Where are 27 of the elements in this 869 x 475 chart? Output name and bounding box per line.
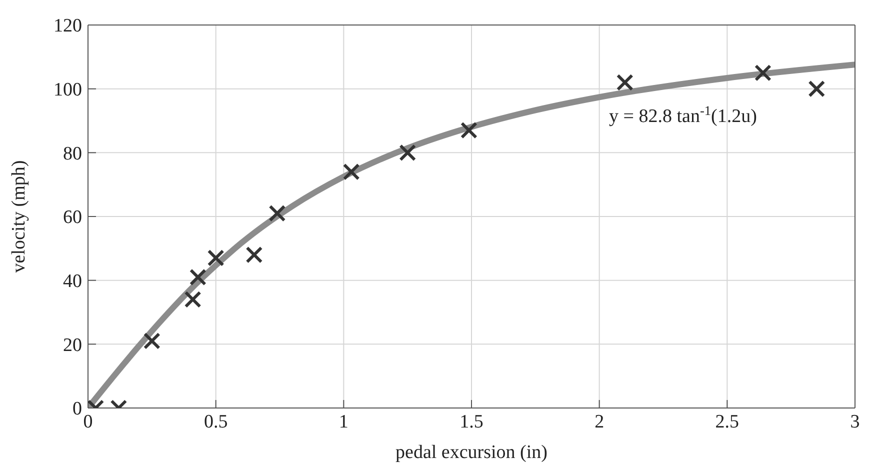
point [399, 144, 416, 162]
point [808, 80, 826, 98]
x-axis-title: pedal excursion (in) [396, 442, 548, 463]
point [189, 268, 206, 286]
point [184, 290, 202, 308]
point [207, 249, 224, 266]
point [342, 163, 360, 180]
x-tick-label: 0.5 [204, 411, 228, 432]
point [754, 64, 772, 82]
y-tick-label: 60 [63, 207, 82, 228]
y-tick-label: 120 [54, 16, 82, 37]
point [460, 122, 478, 139]
y-tick-label: 20 [63, 334, 82, 356]
point [268, 204, 286, 222]
x-tick-label: 1 [338, 411, 348, 432]
y-tick-label: 80 [63, 143, 82, 164]
y-tick-label: 40 [63, 271, 82, 292]
point [616, 74, 634, 91]
y-tick-label: 100 [54, 80, 82, 101]
point [246, 246, 263, 264]
annotation: y = 82.8 tan$^{-1}$(1.2u) [609, 102, 757, 127]
x-tick-label: 1.5 [460, 411, 484, 432]
x-tick-label: 2.5 [715, 411, 740, 432]
x-tick-label: 3 [850, 411, 860, 432]
y-axis-title: velocity (mph) [8, 160, 30, 273]
point [143, 332, 160, 350]
x-tick-label: 2 [594, 411, 604, 432]
